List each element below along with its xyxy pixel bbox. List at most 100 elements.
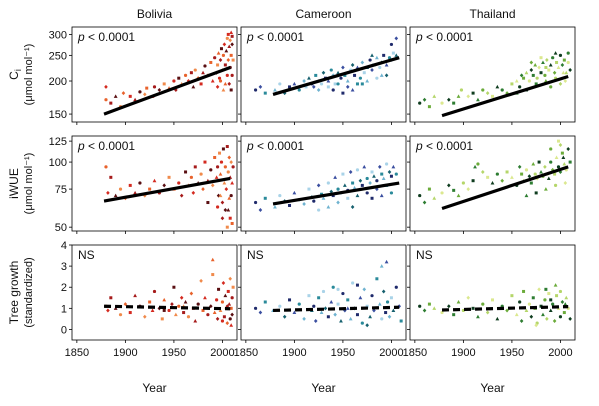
data-point xyxy=(476,314,480,319)
data-point xyxy=(561,70,566,75)
data-point xyxy=(452,313,456,317)
data-point xyxy=(263,300,267,304)
data-point xyxy=(118,187,123,191)
data-point xyxy=(495,172,499,176)
data-point xyxy=(552,70,557,75)
row-label-title: Tree growth xyxy=(7,261,21,325)
data-point xyxy=(226,32,230,36)
data-point xyxy=(568,316,572,321)
x-axis-label: Year xyxy=(142,381,166,395)
data-point xyxy=(505,170,509,174)
data-point xyxy=(531,161,536,166)
data-point xyxy=(553,51,558,55)
data-point xyxy=(216,193,221,198)
data-point xyxy=(566,51,570,55)
data-point xyxy=(370,68,374,73)
data-point xyxy=(346,298,350,302)
data-point xyxy=(193,165,197,169)
panel-1-0 xyxy=(69,135,238,234)
column-title: Thailand xyxy=(469,7,515,21)
y-tick-label: 75 xyxy=(55,184,67,196)
data-point xyxy=(221,87,226,92)
data-point xyxy=(345,84,350,89)
data-point xyxy=(220,200,225,205)
data-point xyxy=(229,160,233,165)
data-point xyxy=(133,97,137,102)
data-point xyxy=(253,88,258,92)
data-point xyxy=(568,68,572,73)
data-point xyxy=(456,193,461,198)
data-point xyxy=(106,308,110,313)
data-point xyxy=(223,293,228,298)
trend-line xyxy=(441,74,569,118)
data-point xyxy=(473,164,477,169)
data-point xyxy=(452,101,456,105)
data-point xyxy=(220,216,225,221)
data-point xyxy=(514,79,519,83)
data-point xyxy=(380,317,384,321)
data-point xyxy=(346,196,350,200)
data-point xyxy=(564,70,569,75)
row-label-title: iWUE xyxy=(7,168,21,199)
data-point xyxy=(379,264,384,268)
x-tick-label: 1900 xyxy=(451,347,475,359)
data-point xyxy=(148,300,152,304)
x-axis-label: Year xyxy=(311,381,335,395)
data-point xyxy=(385,300,390,304)
data-point xyxy=(191,84,196,89)
data-point xyxy=(534,82,538,86)
data-point xyxy=(519,73,524,78)
data-point xyxy=(152,178,157,183)
data-point xyxy=(331,285,335,289)
data-point xyxy=(333,82,337,86)
data-point xyxy=(104,165,108,169)
data-point xyxy=(543,73,547,78)
data-point xyxy=(209,168,213,172)
data-point xyxy=(177,76,181,80)
data-point xyxy=(510,294,514,298)
data-point xyxy=(355,193,360,198)
data-point xyxy=(476,162,480,166)
y-tick-label: 1 xyxy=(61,303,67,315)
column-title: Bolivia xyxy=(137,7,173,21)
data-point xyxy=(230,296,234,300)
data-point xyxy=(230,73,234,78)
data-point xyxy=(466,94,471,99)
data-point xyxy=(160,317,164,321)
data-point xyxy=(524,308,529,312)
data-point xyxy=(229,30,234,35)
data-point xyxy=(418,304,422,308)
data-point xyxy=(278,82,282,86)
data-point xyxy=(365,79,370,83)
data-point xyxy=(452,188,456,192)
data-point xyxy=(121,91,126,96)
trend-line xyxy=(103,176,231,203)
data-point xyxy=(360,321,364,325)
data-point xyxy=(374,55,379,60)
data-point xyxy=(341,291,345,296)
data-point xyxy=(221,53,226,57)
annotation-value: < 0.0001 xyxy=(85,139,136,153)
data-point xyxy=(491,298,494,302)
data-point xyxy=(341,65,345,70)
data-point xyxy=(368,181,372,186)
data-point xyxy=(263,91,267,95)
data-point xyxy=(218,172,223,176)
data-point xyxy=(278,304,282,308)
data-point xyxy=(384,162,389,166)
data-point xyxy=(196,302,200,306)
significance-annotation: p < 0.0001 xyxy=(77,30,135,44)
data-point xyxy=(258,208,263,213)
data-point xyxy=(524,70,529,75)
data-point xyxy=(563,181,568,186)
data-point xyxy=(227,81,232,86)
data-point xyxy=(377,302,382,306)
data-point xyxy=(485,91,490,96)
data-point xyxy=(162,308,166,312)
data-point xyxy=(109,101,113,105)
data-point xyxy=(568,160,572,164)
data-point xyxy=(148,187,152,191)
